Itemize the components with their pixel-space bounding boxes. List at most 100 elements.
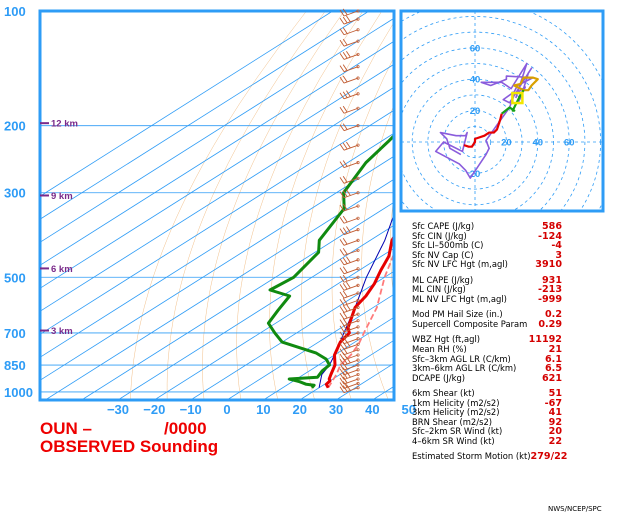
isotherm xyxy=(45,178,394,400)
param-value: 92 xyxy=(548,416,562,428)
param-row: BRN Shear (m2/s2) 92 xyxy=(412,416,562,428)
parameter-table: Sfc CAPE (J/kg) 586 Sfc CIN (J/kg) -124 Sfc … xyxy=(412,221,567,462)
param-label: Sfc LI–500mb (C) xyxy=(412,240,484,251)
param-label: Sfc–2km SR Wind (kt) xyxy=(412,426,503,437)
hodograph-ring-label: 20 xyxy=(470,169,481,180)
param-value: 279/22 xyxy=(530,451,568,463)
wind-barb xyxy=(339,256,360,266)
temperature-tick-label: 40 xyxy=(365,402,379,417)
wind-barb xyxy=(339,381,360,389)
param-label: 3km–6km AGL LR (C/km) xyxy=(412,363,517,374)
dry-adiabat xyxy=(301,21,394,400)
isotherm xyxy=(40,109,394,335)
wind-barb xyxy=(339,376,360,385)
hodograph-ring-label: 60 xyxy=(564,138,575,149)
wind-barbs xyxy=(339,8,360,394)
param-label: Mod PM Hail Size (in.) xyxy=(412,309,503,320)
param-label: ML CAPE (J/kg) xyxy=(412,274,474,285)
param-value: 0.2 xyxy=(545,309,562,321)
wind-barb xyxy=(339,105,360,114)
param-label: ML CIN (J/kg) xyxy=(412,284,466,295)
param-row: Sfc–2km SR Wind (kt) 20 xyxy=(412,427,562,437)
param-label: WBZ Hgt (ft,agl) xyxy=(412,334,481,345)
param-value: 621 xyxy=(541,372,562,384)
temperature-tick-label: −10 xyxy=(180,402,202,417)
hodograph-frame xyxy=(399,9,605,213)
wind-barb xyxy=(339,90,360,100)
param-value: 21 xyxy=(548,344,562,356)
temperature-tick-label: 0 xyxy=(223,402,230,417)
wind-barb xyxy=(339,123,360,132)
param-row: Mean RH (%) 21 xyxy=(412,344,562,356)
param-row: Sfc NV Cap (C) 3 xyxy=(412,249,562,261)
param-value: 51 xyxy=(548,388,562,400)
param-value: -213 xyxy=(537,284,562,296)
pressure-tick-label: 700 xyxy=(4,326,26,341)
wind-barb xyxy=(339,266,360,275)
param-row: 3km Helicity (m2/s2) 41 xyxy=(412,408,562,418)
param-label: BRN Shear (m2/s2) xyxy=(412,416,493,427)
title-line-2: OBSERVED Sounding xyxy=(40,437,219,456)
hodograph-ring-label: 60 xyxy=(470,43,481,54)
param-value: -999 xyxy=(537,293,562,305)
temperature-tick-label: 30 xyxy=(329,402,343,417)
pressure-tick-label: 300 xyxy=(4,186,26,201)
height-label: 12 km xyxy=(51,119,78,130)
hodograph-mid-segment xyxy=(501,89,525,115)
wind-barb xyxy=(339,311,360,320)
param-value: 0.29 xyxy=(538,318,562,330)
wind-barb xyxy=(339,367,360,376)
wind-barb xyxy=(339,50,360,60)
param-row: WBZ Hgt (ft,agl) 11192 xyxy=(412,335,562,345)
time-title: /0000 xyxy=(164,419,207,438)
hodograph-lo-segment xyxy=(463,113,503,148)
wind-barb xyxy=(339,362,360,371)
param-value: 11192 xyxy=(528,334,562,346)
storm-motion-marker xyxy=(511,91,524,105)
wind-barb xyxy=(339,248,360,256)
param-row: ML NV LFC Hgt (m,agl) -999 xyxy=(412,293,562,305)
wind-barb xyxy=(339,27,360,36)
param-value: -124 xyxy=(537,230,562,242)
dry-adiabat xyxy=(615,11,632,400)
parcel-trace xyxy=(327,251,394,389)
param-label: 6km Shear (kt) xyxy=(412,388,475,399)
dry-adiabat xyxy=(166,11,326,400)
param-row: Sfc–3km AGL LR (C/km) 6.1 xyxy=(412,354,562,365)
pressure-tick-label: 1000 xyxy=(4,385,33,400)
wind-barb xyxy=(339,64,360,73)
isotherm xyxy=(263,316,394,400)
param-label: Sfc CAPE (J/kg) xyxy=(412,221,475,231)
param-row: 1km Helicity (m2/s2) -67 xyxy=(412,398,562,409)
param-row: DCAPE (J/kg) 621 xyxy=(412,372,562,384)
hodograph-hi-segment xyxy=(513,76,539,92)
param-row: 4–6km SR Wind (kt) 22 xyxy=(412,436,562,447)
wind-barb xyxy=(339,215,360,224)
isotherm xyxy=(40,132,394,358)
param-row: ML CIN (J/kg) -213 xyxy=(412,285,562,295)
isotherm xyxy=(40,155,394,381)
param-row: 3km–6km AGL LR (C/km) 6.5 xyxy=(412,364,562,374)
param-label: Sfc NV Cap (C) xyxy=(412,249,474,260)
param-row: Mod PM Hail Size (in.) 0.2 xyxy=(412,310,562,320)
title-line-1: OUN – /0000 xyxy=(40,419,207,439)
param-label: Sfc CIN (J/kg) xyxy=(412,230,467,241)
param-row: ML CAPE (J/kg) 931 xyxy=(412,274,562,286)
hodograph-ring-label: 40 xyxy=(533,138,544,149)
param-label: Sfc NV LFC Hgt (m,agl) xyxy=(412,259,508,270)
station-title: OUN – xyxy=(40,419,92,438)
param-value: 3 xyxy=(555,249,562,261)
param-row: 6km Shear (kt) 51 xyxy=(412,389,562,399)
wind-barb xyxy=(339,226,360,236)
hodograph-ring-label: 20 xyxy=(470,106,481,117)
isotherm xyxy=(40,11,370,220)
temperature-tick-label: 20 xyxy=(292,402,306,417)
param-value: -4 xyxy=(551,240,562,252)
isotherm xyxy=(117,224,394,400)
credit-label: NWS/NCEP/SPC xyxy=(548,505,602,513)
isotherm xyxy=(40,11,333,197)
wind-barb xyxy=(339,141,360,151)
skewt-grid xyxy=(40,11,632,400)
wind-barb xyxy=(339,15,360,25)
